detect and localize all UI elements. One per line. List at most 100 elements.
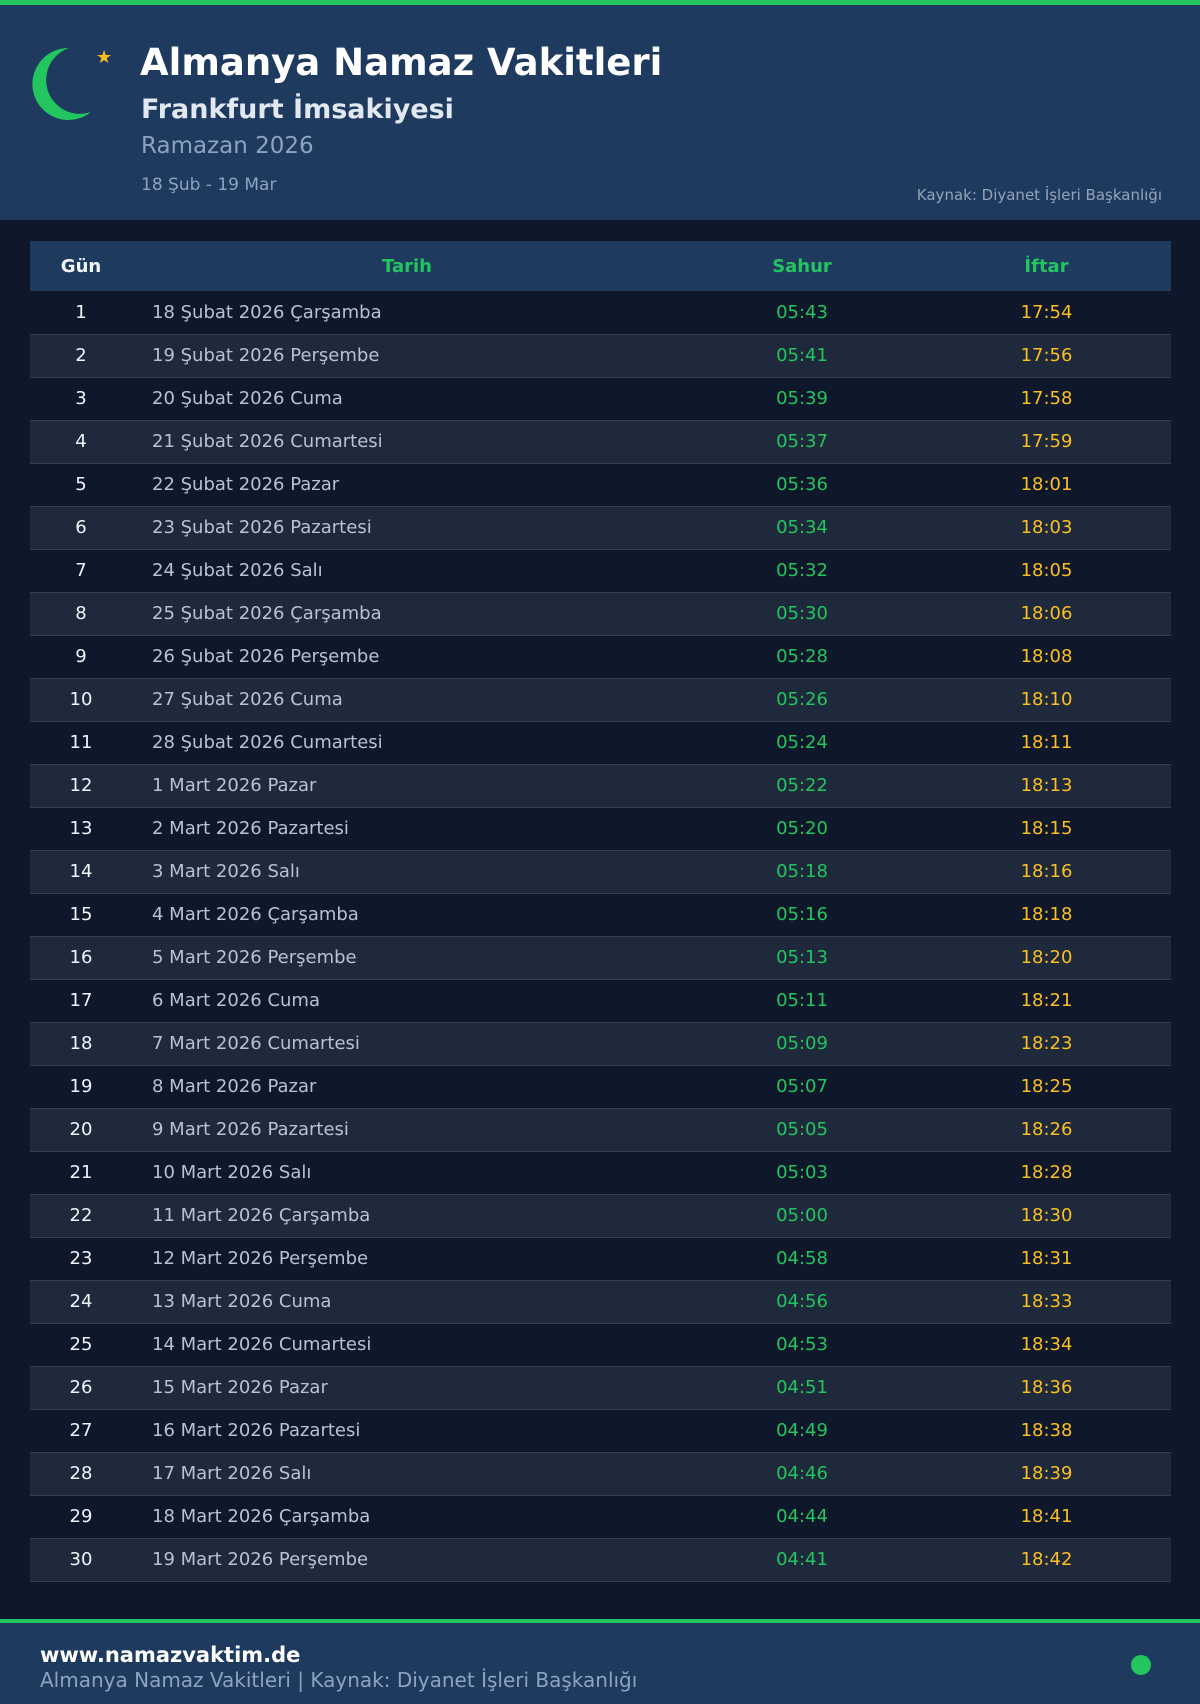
star-icon: ★ [96,47,113,68]
sahur-cell: 05:43 [776,301,828,323]
iftar-cell: 18:01 [1020,474,1073,495]
day-cell: 7 [75,560,87,581]
iftar-cell: 18:16 [1020,861,1073,882]
table-row: 2 19 Şubat 2026 Perşembe 05:41 17:56 [30,334,1171,377]
column-header-date: Tarih [382,255,432,277]
date-cell: 15 Mart 2026 Pazar [152,1377,328,1398]
crescent-icon [32,47,91,120]
date-cell: 1 Mart 2026 Pazar [152,775,317,796]
iftar-cell: 17:54 [1020,301,1073,323]
day-cell: 22 [69,1205,93,1226]
iftar-cell: 18:11 [1020,732,1073,753]
date-cell: 19 Şubat 2026 Perşembe [152,345,380,366]
day-cell: 21 [69,1162,93,1183]
iftar-cell: 18:21 [1020,990,1073,1011]
sahur-cell: 04:58 [776,1248,828,1269]
iftar-cell: 18:39 [1020,1463,1073,1484]
date-cell: 9 Mart 2026 Pazartesi [152,1119,349,1140]
date-cell: 3 Mart 2026 Salı [152,861,300,882]
footer: www.namazvaktim.de Almanya Namaz Vakitle… [0,1619,1200,1704]
date-range: 18 Şub - 19 Mar [141,175,277,195]
table-row: 22 11 Mart 2026 Çarşamba 05:00 18:30 [30,1194,1171,1237]
column-header-sahur: Sahur [772,255,832,277]
date-cell: 24 Şubat 2026 Salı [152,560,323,581]
table-row: 13 2 Mart 2026 Pazartesi 05:20 18:15 [30,807,1171,850]
sahur-cell: 05:24 [776,732,828,753]
day-cell: 1 [75,301,87,323]
day-cell: 6 [75,517,87,538]
table-row: 11 28 Şubat 2026 Cumartesi 05:24 18:11 [30,721,1171,764]
day-cell: 25 [69,1334,93,1355]
iftar-cell: 18:33 [1020,1291,1073,1312]
day-cell: 2 [75,345,87,366]
iftar-cell: 18:08 [1020,646,1073,667]
iftar-cell: 18:31 [1020,1248,1073,1269]
sahur-cell: 05:11 [776,990,828,1011]
page-subtitle: Frankfurt İmsakiyesi [141,94,454,125]
table-row: 7 24 Şubat 2026 Salı 05:32 18:05 [30,549,1171,592]
date-cell: 5 Mart 2026 Perşembe [152,947,357,968]
day-cell: 28 [69,1463,93,1484]
day-cell: 12 [69,775,93,796]
date-cell: 26 Şubat 2026 Perşembe [152,646,380,667]
day-cell: 15 [69,904,93,925]
date-cell: 23 Şubat 2026 Pazartesi [152,517,372,538]
date-cell: 18 Mart 2026 Çarşamba [152,1506,371,1527]
date-cell: 10 Mart 2026 Salı [152,1162,312,1183]
table-row: 16 5 Mart 2026 Perşembe 05:13 18:20 [30,936,1171,979]
day-cell: 29 [69,1506,93,1527]
header: ★ Almanya Namaz Vakitleri Frankfurt İmsa… [0,5,1200,220]
day-cell: 24 [69,1291,93,1312]
table-row: 29 18 Mart 2026 Çarşamba 04:44 18:41 [30,1495,1171,1538]
column-header-day: Gün [60,255,102,277]
iftar-cell: 17:59 [1020,431,1073,452]
day-cell: 20 [69,1119,93,1140]
iftar-cell: 18:18 [1020,904,1073,925]
table-row: 4 21 Şubat 2026 Cumartesi 05:37 17:59 [30,420,1171,463]
date-cell: 19 Mart 2026 Perşembe [152,1549,369,1570]
day-cell: 13 [69,818,93,839]
date-cell: 17 Mart 2026 Salı [152,1463,312,1484]
iftar-cell: 18:23 [1020,1033,1073,1054]
iftar-cell: 18:34 [1020,1334,1073,1355]
iftar-cell: 18:05 [1020,560,1073,581]
sahur-cell: 05:05 [776,1119,828,1140]
day-cell: 8 [75,603,87,624]
sahur-cell: 05:39 [776,388,828,409]
day-cell: 9 [75,646,87,667]
day-cell: 27 [69,1420,93,1441]
sahur-cell: 05:26 [776,689,828,710]
day-cell: 4 [75,431,87,452]
table-row: 8 25 Şubat 2026 Çarşamba 05:30 18:06 [30,592,1171,635]
day-cell: 5 [75,474,87,495]
table-row: 30 19 Mart 2026 Perşembe 04:41 18:42 [30,1538,1171,1581]
iftar-cell: 18:10 [1020,689,1073,710]
table-row: 17 6 Mart 2026 Cuma 05:11 18:21 [30,979,1171,1022]
table-row: 21 10 Mart 2026 Salı 05:03 18:28 [30,1151,1171,1194]
source-label: Kaynak: Diyanet İşleri Başkanlığı [916,186,1162,204]
table-row: 9 26 Şubat 2026 Perşembe 05:28 18:08 [30,635,1171,678]
sahur-cell: 05:34 [776,517,828,538]
sahur-cell: 05:30 [776,603,828,624]
date-cell: 13 Mart 2026 Cuma [152,1291,332,1312]
column-header-iftar: İftar [1024,255,1069,277]
table-row: 18 7 Mart 2026 Cumartesi 05:09 18:23 [30,1022,1171,1065]
iftar-cell: 18:41 [1020,1506,1073,1527]
footer-site-link[interactable]: www.namazvaktim.de [40,1643,301,1667]
sahur-cell: 04:49 [776,1420,828,1441]
sahur-cell: 04:46 [776,1463,828,1484]
date-cell: 21 Şubat 2026 Cumartesi [152,431,383,452]
sahur-cell: 05:32 [776,560,828,581]
sahur-cell: 05:36 [776,474,828,495]
day-cell: 19 [69,1076,93,1097]
table-row: 28 17 Mart 2026 Salı 04:46 18:39 [30,1452,1171,1495]
date-cell: 14 Mart 2026 Cumartesi [152,1334,372,1355]
date-cell: 7 Mart 2026 Cumartesi [152,1033,360,1054]
table-row: 25 14 Mart 2026 Cumartesi 04:53 18:34 [30,1323,1171,1366]
iftar-cell: 18:06 [1020,603,1073,624]
iftar-cell: 17:56 [1020,345,1073,366]
day-cell: 17 [69,990,93,1011]
status-dot-icon [1131,1655,1151,1675]
iftar-cell: 18:36 [1020,1377,1073,1398]
sahur-cell: 05:28 [776,646,828,667]
